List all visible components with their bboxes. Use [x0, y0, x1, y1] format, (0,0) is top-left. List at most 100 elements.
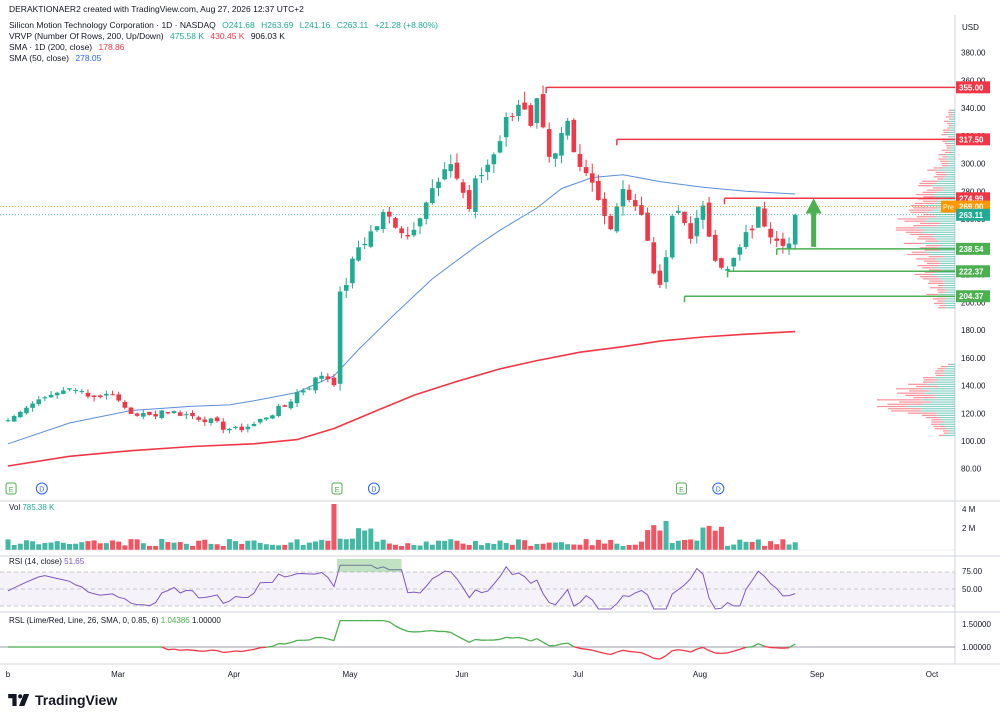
- volume-bar: [559, 542, 564, 550]
- rsl-line-segment: [241, 649, 248, 653]
- volume-profile-bar: [945, 307, 955, 309]
- rsl-line-segment: [247, 648, 255, 651]
- volume-bar: [669, 543, 675, 550]
- rsl-line-segment: [604, 652, 611, 656]
- candle-body: [694, 217, 700, 237]
- candle-body: [454, 162, 460, 179]
- volume-profile-bar: [938, 385, 955, 388]
- candle-body: [436, 181, 441, 189]
- volume-profile-bar: [938, 260, 955, 262]
- volume-profile-bar: [943, 178, 955, 180]
- candle-body: [663, 257, 669, 283]
- candle-body: [657, 270, 663, 285]
- level-price-badge: [956, 242, 990, 255]
- volume-bar: [48, 542, 54, 550]
- candle-body: [42, 397, 48, 399]
- rsl-line-segment: [192, 649, 199, 652]
- rsi-line: [7, 564, 796, 610]
- rsl-line-segment: [727, 650, 734, 654]
- vrvp-line[interactable]: VRVP (Number Of Rows, 200, Up/Down) 475.…: [9, 31, 289, 42]
- volume-profile-bar: [927, 169, 938, 171]
- volume-profile-bar: [929, 269, 942, 271]
- rsl-tick-label: 1.00000: [962, 643, 991, 652]
- candle-body: [688, 223, 693, 239]
- volume-profile-bar: [876, 399, 922, 401]
- candle-body: [343, 285, 349, 291]
- candle-body: [399, 228, 404, 234]
- up-arrow-drawing: [805, 198, 822, 247]
- rsl-value-1: 1.04386: [160, 616, 190, 625]
- volume-legend[interactable]: Vol 785.38 K: [9, 503, 54, 512]
- volume-profile-bar: [937, 180, 955, 182]
- volume-profile-bar: [933, 381, 955, 383]
- volume-profile-bar: [946, 140, 955, 142]
- candle-body: [177, 412, 183, 416]
- volume-profile-bar: [944, 370, 955, 372]
- volume-profile-bar: [932, 187, 944, 189]
- volume-bar: [442, 540, 448, 550]
- price-tick-label: 160.00: [961, 354, 986, 363]
- volume-bar: [17, 543, 23, 550]
- price-tick-label: 300.00: [961, 160, 986, 169]
- rsl-value-2: 1.00000: [191, 616, 221, 625]
- volume-profile-bar: [950, 151, 955, 154]
- volume-profile-bar: [929, 253, 955, 256]
- volume-profile-bar: [935, 258, 955, 260]
- rsi-label: RSI (14, close): [9, 557, 62, 566]
- tradingview-brand[interactable]: TradingView: [8, 692, 117, 708]
- rsl-line-segment: [407, 630, 414, 633]
- candle-body: [325, 376, 331, 380]
- sma50-label: SMA (50, close): [9, 53, 69, 63]
- candle-body: [411, 229, 417, 236]
- candle-body: [251, 424, 257, 427]
- volume-profile-bar: [935, 370, 945, 372]
- rsl-tick-label: 1.50000: [962, 620, 991, 629]
- volume-profile-bar: [905, 231, 923, 233]
- volume-profile-bar: [947, 149, 955, 151]
- volume-profile-bar: [947, 162, 955, 165]
- volume-bar: [159, 539, 165, 550]
- volume-bar: [233, 541, 239, 550]
- volume-profile-bar: [938, 307, 946, 309]
- volume-profile-bar: [940, 365, 948, 368]
- candle-body: [393, 218, 398, 228]
- candle-body: [719, 258, 724, 268]
- volume-profile-bar: [944, 421, 955, 423]
- volume-bar: [11, 544, 17, 550]
- volume-bar: [331, 504, 337, 550]
- rsl-line-segment: [468, 638, 476, 643]
- rsi-legend[interactable]: RSI (14, close) 51.65: [9, 557, 84, 566]
- volume-profile-bar: [937, 169, 955, 171]
- volume-profile-bar: [945, 304, 955, 307]
- candle-body: [528, 105, 534, 126]
- volume-bar: [79, 542, 85, 550]
- candle-body: [602, 198, 607, 217]
- volume-bar: [60, 542, 66, 550]
- volume-profile-bar: [929, 280, 944, 282]
- candle-body: [184, 414, 189, 416]
- volume-bar: [282, 544, 288, 550]
- volume-profile-bar: [903, 242, 922, 244]
- volume-profile-bar: [936, 191, 955, 193]
- volume-profile-bar: [947, 122, 952, 125]
- volume-profile-bar: [935, 397, 955, 399]
- volume-profile-bar: [920, 247, 938, 249]
- candle-body: [712, 234, 718, 261]
- rsl-legend[interactable]: RSL (Lime/Red, Line, 26, SMA, 0, 0.85, 6…: [9, 616, 221, 625]
- candle-body: [362, 243, 367, 246]
- volume-profile-bar: [934, 302, 944, 304]
- volume-profile-bar: [948, 160, 955, 162]
- volume-label: Vol: [9, 503, 21, 512]
- sma50-line[interactable]: SMA (50, close) 278.05: [9, 53, 105, 64]
- rsl-line-segment: [684, 650, 691, 653]
- created-by-line: DERAKTIONAER2 created with TradingView.c…: [9, 4, 308, 15]
- volume-bar: [300, 544, 306, 550]
- sma200-line[interactable]: SMA · 1D (200, close) 178.86: [9, 42, 129, 53]
- rsl-line-segment: [579, 647, 587, 650]
- volume-profile-bar: [951, 125, 955, 127]
- volume-bar: [171, 542, 177, 550]
- rsl-line-segment: [167, 648, 175, 651]
- volume-bar: [786, 544, 792, 550]
- candle-body: [276, 405, 281, 417]
